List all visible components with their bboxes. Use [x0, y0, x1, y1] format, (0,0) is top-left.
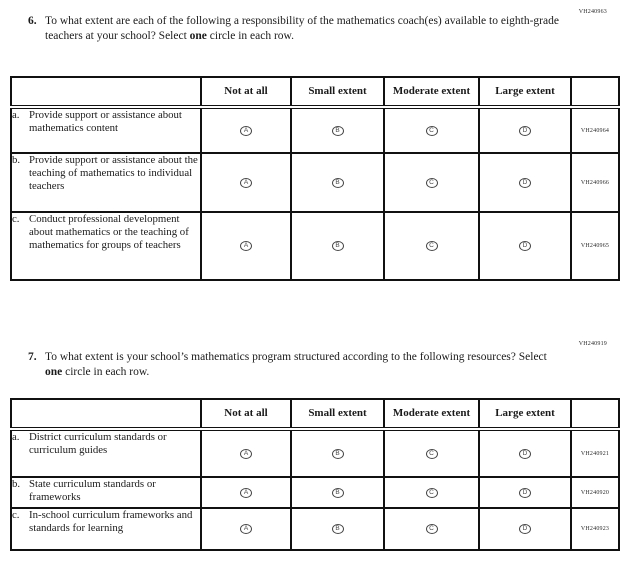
- q7-row-c-circle-moderate-extent[interactable]: C: [425, 524, 438, 535]
- question-6-text-post: circle in each row.: [206, 29, 294, 42]
- q7-row-a-circle-moderate-extent[interactable]: C: [425, 448, 438, 459]
- q6-header-code-empty: [570, 76, 620, 109]
- q7-row-a-circle-large-extent[interactable]: D: [519, 448, 531, 459]
- q6-header-not-at-all: Not at all: [200, 76, 292, 109]
- q6-row-c-label: Conduct professional development about m…: [29, 213, 189, 251]
- q7-header-large-extent: Large extent: [478, 398, 572, 431]
- q6-row-c-circle-moderate-extent[interactable]: C: [425, 241, 438, 252]
- q6-header-small-extent: Small extent: [290, 76, 385, 109]
- q7-header-empty: [10, 398, 202, 431]
- question-7-text: To what extent is your school’s mathemat…: [45, 350, 560, 380]
- q6-header-moderate-extent: Moderate extent: [383, 76, 480, 109]
- q6-row-a-label-cell: a. Provide support or assistance about m…: [10, 106, 202, 154]
- q6-row-b-circle-small-extent[interactable]: B: [331, 177, 344, 188]
- q7-row-a-label: District curriculum standards or curricu…: [29, 431, 167, 456]
- q6-row-c-letter: c.: [12, 213, 20, 225]
- q7-row-b-letter: b.: [12, 478, 21, 490]
- q6-row-a-label: Provide support or assistance about math…: [29, 109, 182, 134]
- q7-row-b-circle-small-extent[interactable]: B: [331, 487, 344, 498]
- question-7-number: 7.: [28, 351, 37, 363]
- q7-row-b-code: VH240920: [570, 476, 620, 509]
- q6-row-b-label: Provide support or assistance about the …: [29, 154, 198, 192]
- q6-row-b-circle-moderate-extent[interactable]: C: [425, 177, 438, 188]
- question-6-text-pre: To what extent are each of the following…: [45, 15, 559, 42]
- question-6-accession-code: VH240963: [578, 9, 607, 15]
- q6-header-large-extent: Large extent: [478, 76, 572, 109]
- q7-row-c-label: In-school curriculum frameworks and stan…: [29, 509, 193, 534]
- q6-row-b-label-cell: b. Provide support or assistance about t…: [10, 152, 202, 213]
- q6-row-c-code: VH240965: [570, 211, 620, 281]
- q7-header-row: Not at all Small extent Moderate extent …: [10, 398, 620, 431]
- question-7-text-post: circle in each row.: [62, 365, 150, 378]
- q6-header-empty: [10, 76, 202, 109]
- question-7-stem: 7. To what extent is your school’s mathe…: [28, 350, 560, 380]
- q6-row-b-code: VH240966: [570, 152, 620, 213]
- q6-row-a-circle-small-extent[interactable]: B: [331, 125, 344, 136]
- q7-row-a: a. District curriculum standards or curr…: [10, 428, 620, 478]
- question-6-number: 6.: [28, 15, 37, 27]
- question-6-text-bold: one: [189, 29, 207, 42]
- question-6-stem: 6. To what extent are each of the follow…: [28, 14, 560, 44]
- question-6-text: To what extent are each of the following…: [45, 14, 560, 44]
- q6-row-b: b. Provide support or assistance about t…: [10, 152, 620, 213]
- q7-row-c-circle-large-extent[interactable]: D: [519, 524, 531, 535]
- q6-row-c-circle-not-at-all[interactable]: A: [240, 241, 252, 252]
- q7-row-a-circle-small-extent[interactable]: B: [331, 448, 344, 459]
- q7-row-c-circle-not-at-all[interactable]: A: [240, 524, 252, 535]
- q6-row-a-letter: a.: [12, 109, 20, 121]
- q7-header-not-at-all: Not at all: [200, 398, 292, 431]
- q6-row-c: c. Conduct professional development abou…: [10, 211, 620, 281]
- q6-row-a-circle-moderate-extent[interactable]: C: [425, 125, 438, 136]
- q6-header-row: Not at all Small extent Moderate extent …: [10, 76, 620, 109]
- q6-row-a-code: VH240964: [570, 106, 620, 154]
- question-7-response-grid: Not at all Small extent Moderate extent …: [10, 398, 620, 551]
- q7-header-code-empty: [570, 398, 620, 431]
- q7-row-b-circle-not-at-all[interactable]: A: [240, 487, 252, 498]
- q7-row-a-circle-not-at-all[interactable]: A: [240, 448, 252, 459]
- q6-row-c-circle-large-extent[interactable]: D: [519, 241, 531, 252]
- q6-row-c-circle-small-extent[interactable]: B: [331, 241, 344, 252]
- q7-row-a-code: VH240921: [570, 428, 620, 478]
- question-7-text-bold: one: [45, 365, 63, 378]
- q7-row-c-circle-small-extent[interactable]: B: [331, 524, 344, 535]
- q7-row-b-label: State curriculum standards or frameworks: [29, 478, 156, 503]
- question-6-response-grid: Not at all Small extent Moderate extent …: [10, 76, 620, 281]
- q6-row-a: a. Provide support or assistance about m…: [10, 106, 620, 154]
- q7-row-b-label-cell: b. State curriculum standards or framewo…: [10, 476, 202, 509]
- q7-header-moderate-extent: Moderate extent: [383, 398, 480, 431]
- q6-row-a-circle-large-extent[interactable]: D: [519, 125, 531, 136]
- q7-header-small-extent: Small extent: [290, 398, 385, 431]
- q6-row-c-label-cell: c. Conduct professional development abou…: [10, 211, 202, 281]
- q7-row-c-label-cell: c. In-school curriculum frameworks and s…: [10, 507, 202, 551]
- q6-row-b-circle-not-at-all[interactable]: A: [240, 177, 252, 188]
- q7-row-c-code: VH240923: [570, 507, 620, 551]
- q7-row-b: b. State curriculum standards or framewo…: [10, 476, 620, 509]
- q6-row-b-letter: b.: [12, 154, 21, 166]
- q7-row-b-circle-moderate-extent[interactable]: C: [425, 487, 438, 498]
- q7-row-c-letter: c.: [12, 509, 20, 521]
- question-7-accession-code: VH240919: [578, 341, 607, 347]
- q7-row-b-circle-large-extent[interactable]: D: [519, 487, 531, 498]
- q6-row-a-circle-not-at-all[interactable]: A: [240, 125, 252, 136]
- q7-row-a-label-cell: a. District curriculum standards or curr…: [10, 428, 202, 478]
- question-7-text-pre: To what extent is your school’s mathemat…: [45, 351, 547, 363]
- q7-row-a-letter: a.: [12, 431, 20, 443]
- q6-row-b-circle-large-extent[interactable]: D: [519, 177, 531, 188]
- q7-row-c: c. In-school curriculum frameworks and s…: [10, 507, 620, 551]
